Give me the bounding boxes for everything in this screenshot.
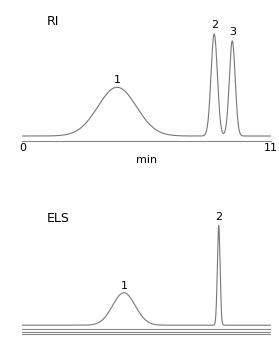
Text: RI: RI xyxy=(47,15,59,27)
Text: ELS: ELS xyxy=(47,212,70,225)
Text: 2: 2 xyxy=(211,20,218,30)
Text: 1: 1 xyxy=(114,75,121,85)
Text: 2: 2 xyxy=(215,212,222,222)
X-axis label: min: min xyxy=(136,155,157,165)
Text: 3: 3 xyxy=(229,27,236,37)
Text: 1: 1 xyxy=(121,281,128,290)
